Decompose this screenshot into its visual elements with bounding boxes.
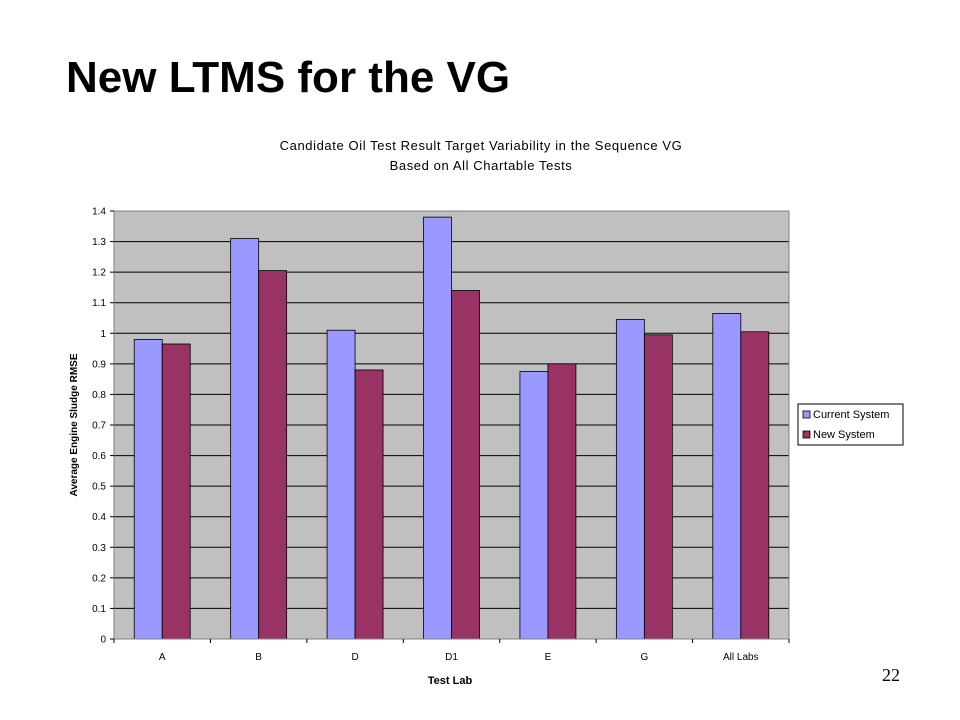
y-tick-label: 0.3 — [92, 543, 106, 554]
y-tick-label: 0 — [100, 635, 106, 646]
x-tick-label: D — [351, 652, 358, 663]
legend-label-new-system: New System — [813, 429, 875, 441]
legend-swatch-current-system — [802, 410, 811, 419]
x-tick-label: D1 — [445, 652, 458, 663]
legend-label-current-system: Current System — [813, 409, 889, 421]
y-tick-label: 0.6 — [92, 451, 106, 462]
bar-current-system-a — [133, 338, 163, 640]
chart-title: Candidate Oil Test Result Target Variabi… — [280, 138, 683, 153]
page-number: 22 — [882, 665, 900, 685]
bar-new-system-g — [643, 334, 673, 640]
bar-new-system-all-labs — [740, 331, 770, 640]
bar-new-system-a — [161, 343, 191, 640]
y-tick-label: 0.5 — [92, 482, 106, 493]
y-tick-label: 1.1 — [92, 298, 106, 309]
bar-current-system-d1 — [423, 216, 452, 640]
y-tick-label: 1.2 — [92, 268, 106, 279]
x-axis-label: Test Lab — [428, 675, 473, 687]
x-tick-label: B — [255, 652, 262, 663]
y-tick-label: 0.7 — [92, 421, 106, 432]
x-tick-label: G — [640, 652, 648, 663]
bar-current-system-g — [615, 319, 645, 640]
bar-current-system-e — [519, 371, 549, 640]
y-tick-label: 0.2 — [92, 573, 106, 584]
bar-current-system-d — [326, 329, 356, 640]
y-tick-label: 1.3 — [92, 237, 106, 248]
bar-current-system-all-labs — [712, 313, 742, 640]
x-tick-label: All Labs — [723, 652, 759, 663]
y-tick-label: 0.4 — [92, 512, 106, 523]
bar-current-system-b — [230, 238, 260, 640]
bars — [133, 216, 770, 640]
x-tick-label: A — [159, 652, 166, 663]
y-axis-label: Average Engine Sludge RMSE — [69, 353, 80, 496]
bar-new-system-d — [354, 369, 384, 640]
legend-swatch-new-system — [802, 430, 811, 439]
y-axis-ticks: 0 0.1 0.2 0.3 0.4 0.5 0.6 0.7 0.8 0.9 1 1.1 1.2 1.3 1.… — [92, 207, 114, 646]
y-tick-label: 0.1 — [92, 604, 106, 615]
bar-new-system-b — [258, 270, 288, 640]
slide-title: New LTMS for the VG — [66, 53, 511, 102]
y-tick-label: 0.8 — [92, 390, 106, 401]
x-tick-label: E — [545, 652, 552, 663]
y-tick-label: 0.9 — [92, 359, 106, 370]
bar-new-system-d1 — [451, 290, 480, 640]
legend: Current System New System — [797, 403, 904, 446]
chart-subtitle: Based on All Chartable Tests — [390, 158, 573, 173]
x-axis-ticks: A B D D1 E G All Labs — [113, 639, 790, 663]
y-tick-label: 1.4 — [92, 207, 106, 218]
legend-box — [797, 403, 904, 446]
bar-new-system-e — [547, 363, 577, 640]
y-tick-label: 1 — [100, 329, 106, 340]
